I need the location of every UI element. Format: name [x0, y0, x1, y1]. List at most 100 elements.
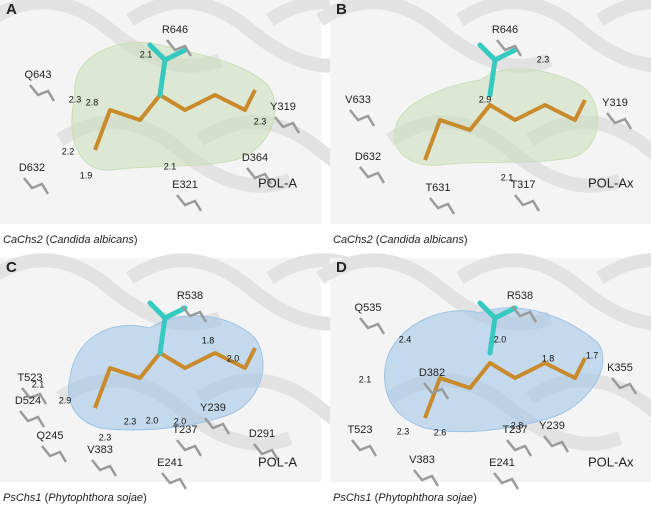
- residue-sticks: [423, 382, 450, 400]
- residue-sticks: [543, 435, 570, 453]
- residue-label: E241: [157, 457, 183, 469]
- ligand-group: [477, 300, 518, 356]
- caption: PsChs1 (Phytophthora sojae): [3, 492, 147, 504]
- distance-label: 2.3: [124, 416, 137, 426]
- caption-part: (: [42, 492, 49, 504]
- distance-label: 2.0: [227, 353, 240, 363]
- mode-label: POL-A: [258, 175, 297, 190]
- residue-label: Q535: [355, 302, 382, 314]
- residue-label: Q643: [25, 69, 52, 81]
- distance-label: 2.8: [511, 420, 524, 430]
- residue-label: V633: [345, 94, 371, 106]
- residue-sticks: [161, 472, 188, 490]
- residue-sticks: [493, 472, 520, 490]
- panel: A R646 Q643 Y319 D364 D632 E321 2.1 2.8 2.3 2.3 2.2…: [0, 0, 503, 246]
- caption: PsChs1 (Phytophthora sojae): [333, 492, 477, 504]
- caption-part: Candida albicans: [379, 234, 464, 246]
- residue-label: T237: [172, 424, 197, 436]
- distance-label: 1.9: [80, 170, 93, 180]
- distance-label: 2.0: [146, 415, 159, 425]
- residue-sticks: [176, 194, 203, 212]
- residue-label: D382: [419, 367, 445, 379]
- residue-sticks: [429, 197, 456, 215]
- distance-label: 2.3: [69, 94, 82, 104]
- distance-label: 1.7: [586, 350, 599, 360]
- residue-sticks: [351, 439, 378, 457]
- residue-label: T237: [502, 424, 527, 436]
- ribbon: [596, 0, 651, 26]
- caption-part: Candida albicans: [49, 234, 134, 246]
- caption: CaChs2 (Candida albicans): [3, 234, 138, 246]
- distance-label: 2.0: [174, 416, 187, 426]
- residue-sticks: [359, 317, 386, 335]
- distance-label: 2.6: [434, 427, 447, 437]
- mode-label: POL-Ax: [588, 454, 634, 469]
- residue-sticks: [349, 109, 376, 127]
- residue-label: R538: [507, 290, 533, 302]
- ligand-group: [477, 42, 518, 98]
- residue-label: V383: [87, 444, 113, 456]
- panel: D Q535 R538 D382 K355 T523 V383 T237 Y239 E241 2.4…: [316, 253, 651, 504]
- residue-sticks: [506, 439, 533, 457]
- residue-label: T523: [17, 372, 42, 384]
- caption-part: (: [373, 234, 380, 246]
- caption-part: ): [134, 234, 138, 246]
- ligand-sticks: [423, 357, 587, 419]
- ligand-surface: [393, 68, 599, 166]
- residue-sticks: [29, 84, 56, 102]
- ligand-surface: [71, 41, 276, 171]
- distance-label: 2.9: [479, 94, 492, 104]
- ribbon: [456, 253, 651, 331]
- caption: CaChs2 (Candida albicans): [333, 234, 468, 246]
- residue-sticks: [204, 417, 231, 435]
- distance-label: 2.1: [164, 161, 177, 171]
- caption-part: Phytophthora sojae: [48, 492, 143, 504]
- residue-label: Y319: [270, 101, 296, 113]
- caption-part: ): [473, 492, 477, 504]
- panel-letter: D: [336, 259, 347, 276]
- residue-sticks: [246, 167, 273, 185]
- caption-part: (: [43, 234, 50, 246]
- distance-label: 2.9: [59, 395, 72, 405]
- mode-label: POL-A: [258, 454, 297, 469]
- caption-part: CaChs2: [333, 234, 373, 246]
- distance-label: 2.1: [140, 49, 153, 59]
- residue-label: D364: [242, 152, 268, 164]
- distance-label: 2.0: [494, 334, 507, 344]
- residue-sticks: [511, 305, 538, 323]
- ribbon: [596, 253, 651, 284]
- residue-sticks: [253, 443, 280, 461]
- residue-label: T523: [347, 424, 372, 436]
- ligand-surface: [68, 315, 264, 431]
- caption-part: PsChs1: [333, 492, 372, 504]
- residue-sticks: [496, 39, 523, 57]
- caption-part: ): [143, 492, 147, 504]
- ligand-sticks: [93, 89, 257, 151]
- residue-label: R646: [162, 24, 188, 36]
- residue-sticks: [274, 116, 301, 134]
- ligand-surface: [384, 307, 604, 433]
- residue-label: K355: [607, 362, 633, 374]
- distance-label: 1.8: [542, 353, 555, 363]
- residue-label: T317: [510, 179, 535, 191]
- ribbon: [126, 0, 363, 73]
- mode-label: POL-Ax: [588, 175, 634, 190]
- residue-label: V383: [409, 454, 435, 466]
- residue-sticks: [606, 112, 633, 130]
- distance-label: 1.8: [202, 335, 215, 345]
- residue-sticks: [181, 305, 208, 323]
- residue-sticks: [21, 387, 48, 405]
- ribbon: [316, 0, 553, 73]
- residue-sticks: [611, 377, 638, 395]
- panel-letter: B: [336, 1, 347, 18]
- ligand-group: [147, 42, 188, 98]
- caption-part: CaChs2: [3, 234, 43, 246]
- residue-sticks: [359, 166, 386, 184]
- distance-label: 2.3: [254, 116, 267, 126]
- residue-label: Y319: [602, 97, 628, 109]
- caption-part: Phytophthora sojae: [378, 492, 473, 504]
- distance-label: 2.3: [397, 426, 410, 436]
- residue-sticks: [23, 177, 50, 195]
- distance-label: 2.4: [399, 334, 412, 344]
